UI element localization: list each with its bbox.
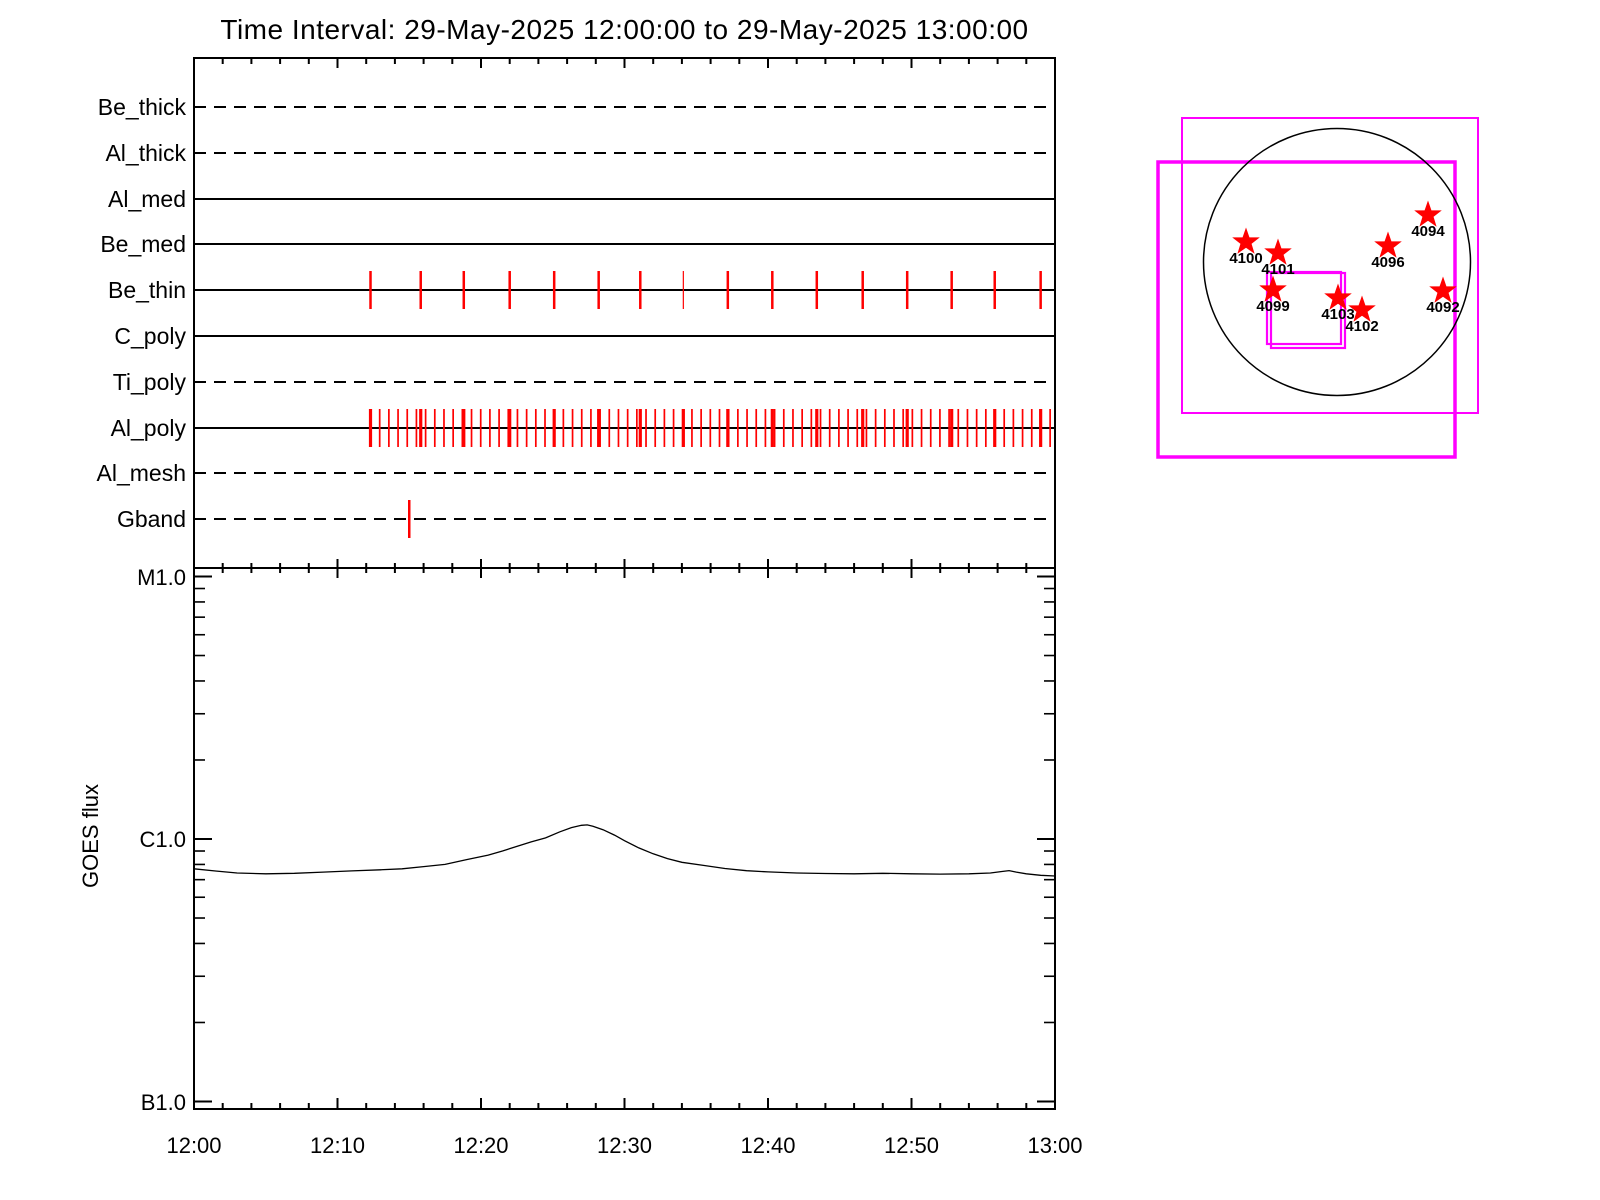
x-axis-label-12:20: 12:20 bbox=[453, 1133, 509, 1158]
goes-ytick-label-C1.0: C1.0 bbox=[139, 827, 186, 852]
active-region-star-4092 bbox=[1429, 276, 1457, 303]
active-region-label-4096: 4096 bbox=[1371, 254, 1405, 271]
goes-panel-border bbox=[193, 567, 1056, 1110]
active-region-star-4094 bbox=[1414, 200, 1442, 227]
filter-row-label-Al_mesh: Al_mesh bbox=[96, 460, 186, 486]
active-region-label-4102: 4102 bbox=[1345, 318, 1379, 335]
goes-ytick-label-B1.0: B1.0 bbox=[140, 1089, 186, 1115]
active-region-star-4101 bbox=[1264, 238, 1292, 265]
active-region-label-4103: 4103 bbox=[1321, 306, 1355, 323]
solar-limb-circle bbox=[1202, 127, 1472, 397]
x-axis-label-13:00: 13:00 bbox=[1027, 1133, 1083, 1158]
filter-panel-border bbox=[193, 57, 1056, 569]
active-region-label-4094: 4094 bbox=[1411, 223, 1445, 240]
x-axis-label-12:30: 12:30 bbox=[596, 1133, 653, 1158]
active-region-label-4101: 4101 bbox=[1261, 261, 1295, 278]
filter-row-label-Al_thick: Al_thick bbox=[105, 140, 186, 166]
wide-fov-box-upper bbox=[1181, 117, 1479, 414]
filter-row-label-Be_thin: Be_thin bbox=[107, 277, 186, 303]
active-region-label-4092: 4092 bbox=[1426, 299, 1460, 316]
chart-title: Time Interval: 29-May-2025 12:00:00 to 2… bbox=[220, 14, 1029, 45]
goes-flux-curve bbox=[193, 824, 1056, 877]
active-region-label-4099: 4099 bbox=[1256, 298, 1290, 315]
active-region-star-4099 bbox=[1259, 275, 1287, 302]
filter-row-label-Al_med: Al_med bbox=[108, 186, 186, 212]
active-region-star-4102 bbox=[1348, 295, 1376, 322]
wide-fov-box-lower bbox=[1156, 160, 1457, 459]
x-axis-label-12:00: 12:00 bbox=[166, 1133, 222, 1158]
filter-row-label-Al_poly: Al_poly bbox=[110, 415, 186, 441]
small-fov-box-b bbox=[1269, 271, 1347, 350]
filter-row-label-C_poly: C_poly bbox=[114, 323, 186, 349]
active-region-label-4100: 4100 bbox=[1229, 250, 1263, 267]
x-axis-label-12:40: 12:40 bbox=[740, 1133, 796, 1158]
active-region-star-4096 bbox=[1374, 231, 1402, 258]
filter-row-label-Be_thick: Be_thick bbox=[97, 94, 186, 120]
goes-ytick-label-M1.0: M1.0 bbox=[137, 564, 186, 590]
filter-row-label-Ti_poly: Ti_poly bbox=[112, 369, 186, 395]
filter-row-label-Be_med: Be_med bbox=[100, 231, 186, 257]
active-region-star-4103 bbox=[1324, 283, 1352, 310]
x-axis-label-12:50: 12:50 bbox=[883, 1133, 940, 1158]
filter-row-label-Gband: Gband bbox=[116, 506, 186, 532]
x-axis-label-12:10: 12:10 bbox=[309, 1133, 366, 1158]
active-region-star-4100 bbox=[1232, 227, 1260, 254]
